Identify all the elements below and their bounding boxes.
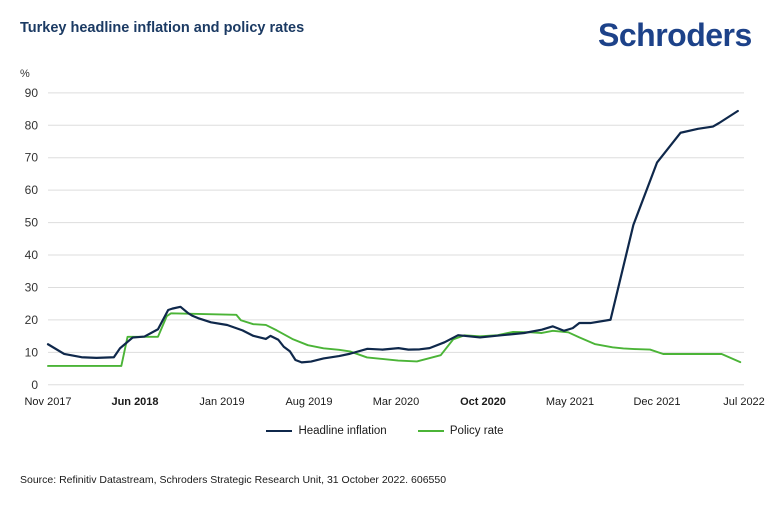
svg-text:Nov 2017: Nov 2017: [24, 396, 71, 408]
svg-text:40: 40: [25, 248, 39, 262]
svg-text:60: 60: [25, 183, 39, 197]
svg-text:Aug 2019: Aug 2019: [285, 396, 332, 408]
svg-text:20: 20: [25, 313, 39, 327]
svg-text:10: 10: [25, 345, 39, 359]
svg-text:0: 0: [31, 378, 38, 392]
svg-text:Dec 2021: Dec 2021: [633, 396, 680, 408]
svg-text:Jul 2022: Jul 2022: [723, 396, 765, 408]
svg-text:Jun 2018: Jun 2018: [111, 396, 158, 408]
svg-text:May 2021: May 2021: [546, 396, 594, 408]
svg-text:80: 80: [25, 118, 39, 132]
svg-text:70: 70: [25, 151, 39, 165]
svg-text:30: 30: [25, 280, 39, 294]
svg-text:Jan 2019: Jan 2019: [199, 396, 244, 408]
svg-text:Mar 2020: Mar 2020: [373, 396, 419, 408]
svg-text:Oct 2020: Oct 2020: [460, 396, 506, 408]
svg-text:90: 90: [25, 86, 39, 100]
svg-text:50: 50: [25, 216, 39, 230]
